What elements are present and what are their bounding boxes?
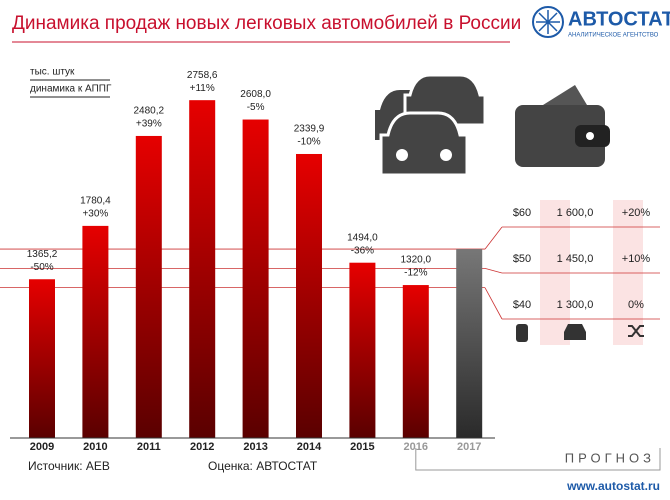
forecast-bracket <box>415 448 661 471</box>
value-label: 1780,4 <box>80 196 111 207</box>
value-label: 1365,2 <box>27 249 58 260</box>
logo-subtitle: АНАЛИТИЧЕСКОЕ АГЕНТСТВО <box>568 33 659 39</box>
source: Источник: АЕВ <box>28 459 110 473</box>
bar <box>29 279 55 438</box>
bar <box>296 153 322 438</box>
unit-label: тыс. штук <box>30 67 75 78</box>
value-label: 1494,0 <box>347 232 378 243</box>
scenario-connector <box>484 287 503 320</box>
change-label: -12% <box>404 268 427 279</box>
bar <box>456 249 483 438</box>
change-label: -50% <box>30 262 53 273</box>
oil-icon <box>516 324 528 342</box>
sales-forecast: 1 300,0 <box>557 299 594 311</box>
bar <box>349 262 376 438</box>
bar <box>402 285 429 438</box>
value-label: 2608,0 <box>240 89 271 100</box>
value-label: 2758,6 <box>187 70 218 81</box>
cars-icon <box>375 73 487 177</box>
change-label: динамика к АППГ <box>30 84 112 95</box>
oil-price: $60 <box>513 207 531 219</box>
change-forecast: +20% <box>622 207 651 219</box>
value-label: 2480,2 <box>134 106 165 117</box>
change-label: +11% <box>190 83 215 94</box>
x-tick-label: 2016 <box>404 441 428 453</box>
change-label: +30% <box>82 209 108 220</box>
forecast-label: ПРОГНОЗ <box>565 450 655 465</box>
chart-title: Динамика продаж новых легковых автомобил… <box>12 13 521 34</box>
logo: АВТОСТАТ АНАЛИТИЧЕСКОЕ АГЕНТСТВО <box>532 6 670 39</box>
url: www.autostat.ru <box>566 479 660 493</box>
bar <box>135 135 162 438</box>
value-label: 2339,9 <box>294 124 325 135</box>
sales-forecast: 1 450,0 <box>557 253 594 265</box>
estimate: Оценка: АВТОСТАТ <box>208 459 318 473</box>
x-tick-label: 2012 <box>190 441 214 453</box>
oil-price: $50 <box>513 253 531 265</box>
x-tick-label: 2009 <box>30 441 54 453</box>
table-band <box>540 200 570 345</box>
oil-price: $40 <box>513 299 531 311</box>
bar <box>189 100 216 439</box>
x-tick-label: 2011 <box>137 441 161 453</box>
value-label: 1320,0 <box>401 255 432 266</box>
footer <box>0 476 670 500</box>
x-tick-label: 2010 <box>83 441 107 453</box>
x-tick-label: 2017 <box>457 441 481 453</box>
shuffle-icon <box>628 325 644 337</box>
change-label: -5% <box>247 102 265 113</box>
x-tick-label: 2014 <box>297 441 322 453</box>
scenario-connector <box>484 226 503 250</box>
x-tick-label: 2013 <box>243 441 267 453</box>
bar <box>82 225 109 438</box>
scenario-connector <box>484 267 503 274</box>
sales-forecast: 1 600,0 <box>557 207 594 219</box>
change-label: -36% <box>351 245 374 256</box>
change-label: +39% <box>136 119 162 130</box>
change-label: -10% <box>297 137 320 148</box>
logo-text: АВТОСТАТ <box>568 8 670 30</box>
x-tick-label: 2015 <box>350 441 374 453</box>
table-band <box>613 200 643 345</box>
bar <box>242 119 269 438</box>
car-icon <box>564 324 586 340</box>
change-forecast: 0% <box>628 299 644 311</box>
change-forecast: +10% <box>622 253 651 265</box>
wallet-icon <box>515 85 610 167</box>
